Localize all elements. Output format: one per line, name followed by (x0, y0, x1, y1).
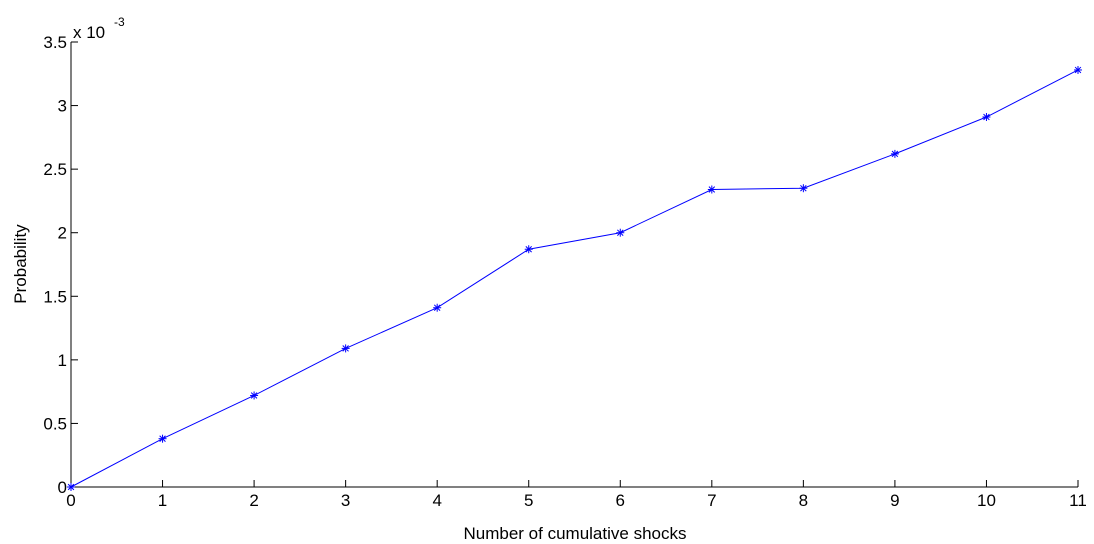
y-tick-label: 2.5 (43, 160, 67, 179)
x-tick-label: 5 (524, 491, 533, 510)
x-tick-label: 6 (616, 491, 625, 510)
data-point (1074, 65, 1082, 74)
y-tick-label: 3.5 (43, 33, 67, 52)
x-axis-label: Number of cumulative shocks (464, 524, 687, 543)
data-point (250, 391, 259, 400)
data-point (158, 434, 167, 443)
data-point (982, 113, 991, 122)
y-tick-label: 0 (58, 478, 67, 497)
x-tick-label: 7 (707, 491, 716, 510)
y-axis-label: Probability (11, 224, 30, 304)
x-tick-label: 11 (1069, 491, 1087, 510)
y-tick-label: 1.5 (43, 287, 67, 306)
y-multiplier-label: x 10 (73, 23, 105, 42)
x-tick-label: 9 (890, 491, 899, 510)
series-probability (67, 65, 1082, 491)
y-tick-label: 3 (58, 97, 67, 116)
data-point (433, 303, 442, 312)
data-point (799, 184, 808, 193)
series-line (70, 69, 1079, 488)
data-point (890, 149, 899, 158)
x-tick-label: 3 (341, 491, 350, 510)
y-tick-label: 1 (58, 351, 67, 370)
x-tick-label: 4 (432, 491, 441, 510)
x-tick-label: 10 (977, 491, 996, 510)
y-tick-label: 0.5 (43, 414, 67, 433)
y-tick-label: 2 (58, 224, 67, 243)
x-tick-label: 8 (799, 491, 808, 510)
y-multiplier-exponent: -3 (114, 15, 125, 29)
x-tick-label: 1 (158, 491, 167, 510)
data-point (616, 228, 625, 237)
data-point (67, 483, 75, 491)
data-point (707, 185, 716, 194)
data-point (341, 344, 350, 353)
x-tick-label: 0 (66, 491, 75, 510)
tick-labels: 0 1 2 3 4 5 6 7 8 9 10 11 0 0.5 1 1.5 2 2.5 3 3.5 (43, 33, 1086, 510)
axes (70, 41, 1079, 488)
data-point (524, 245, 533, 254)
x-tick-label: 2 (249, 491, 258, 510)
